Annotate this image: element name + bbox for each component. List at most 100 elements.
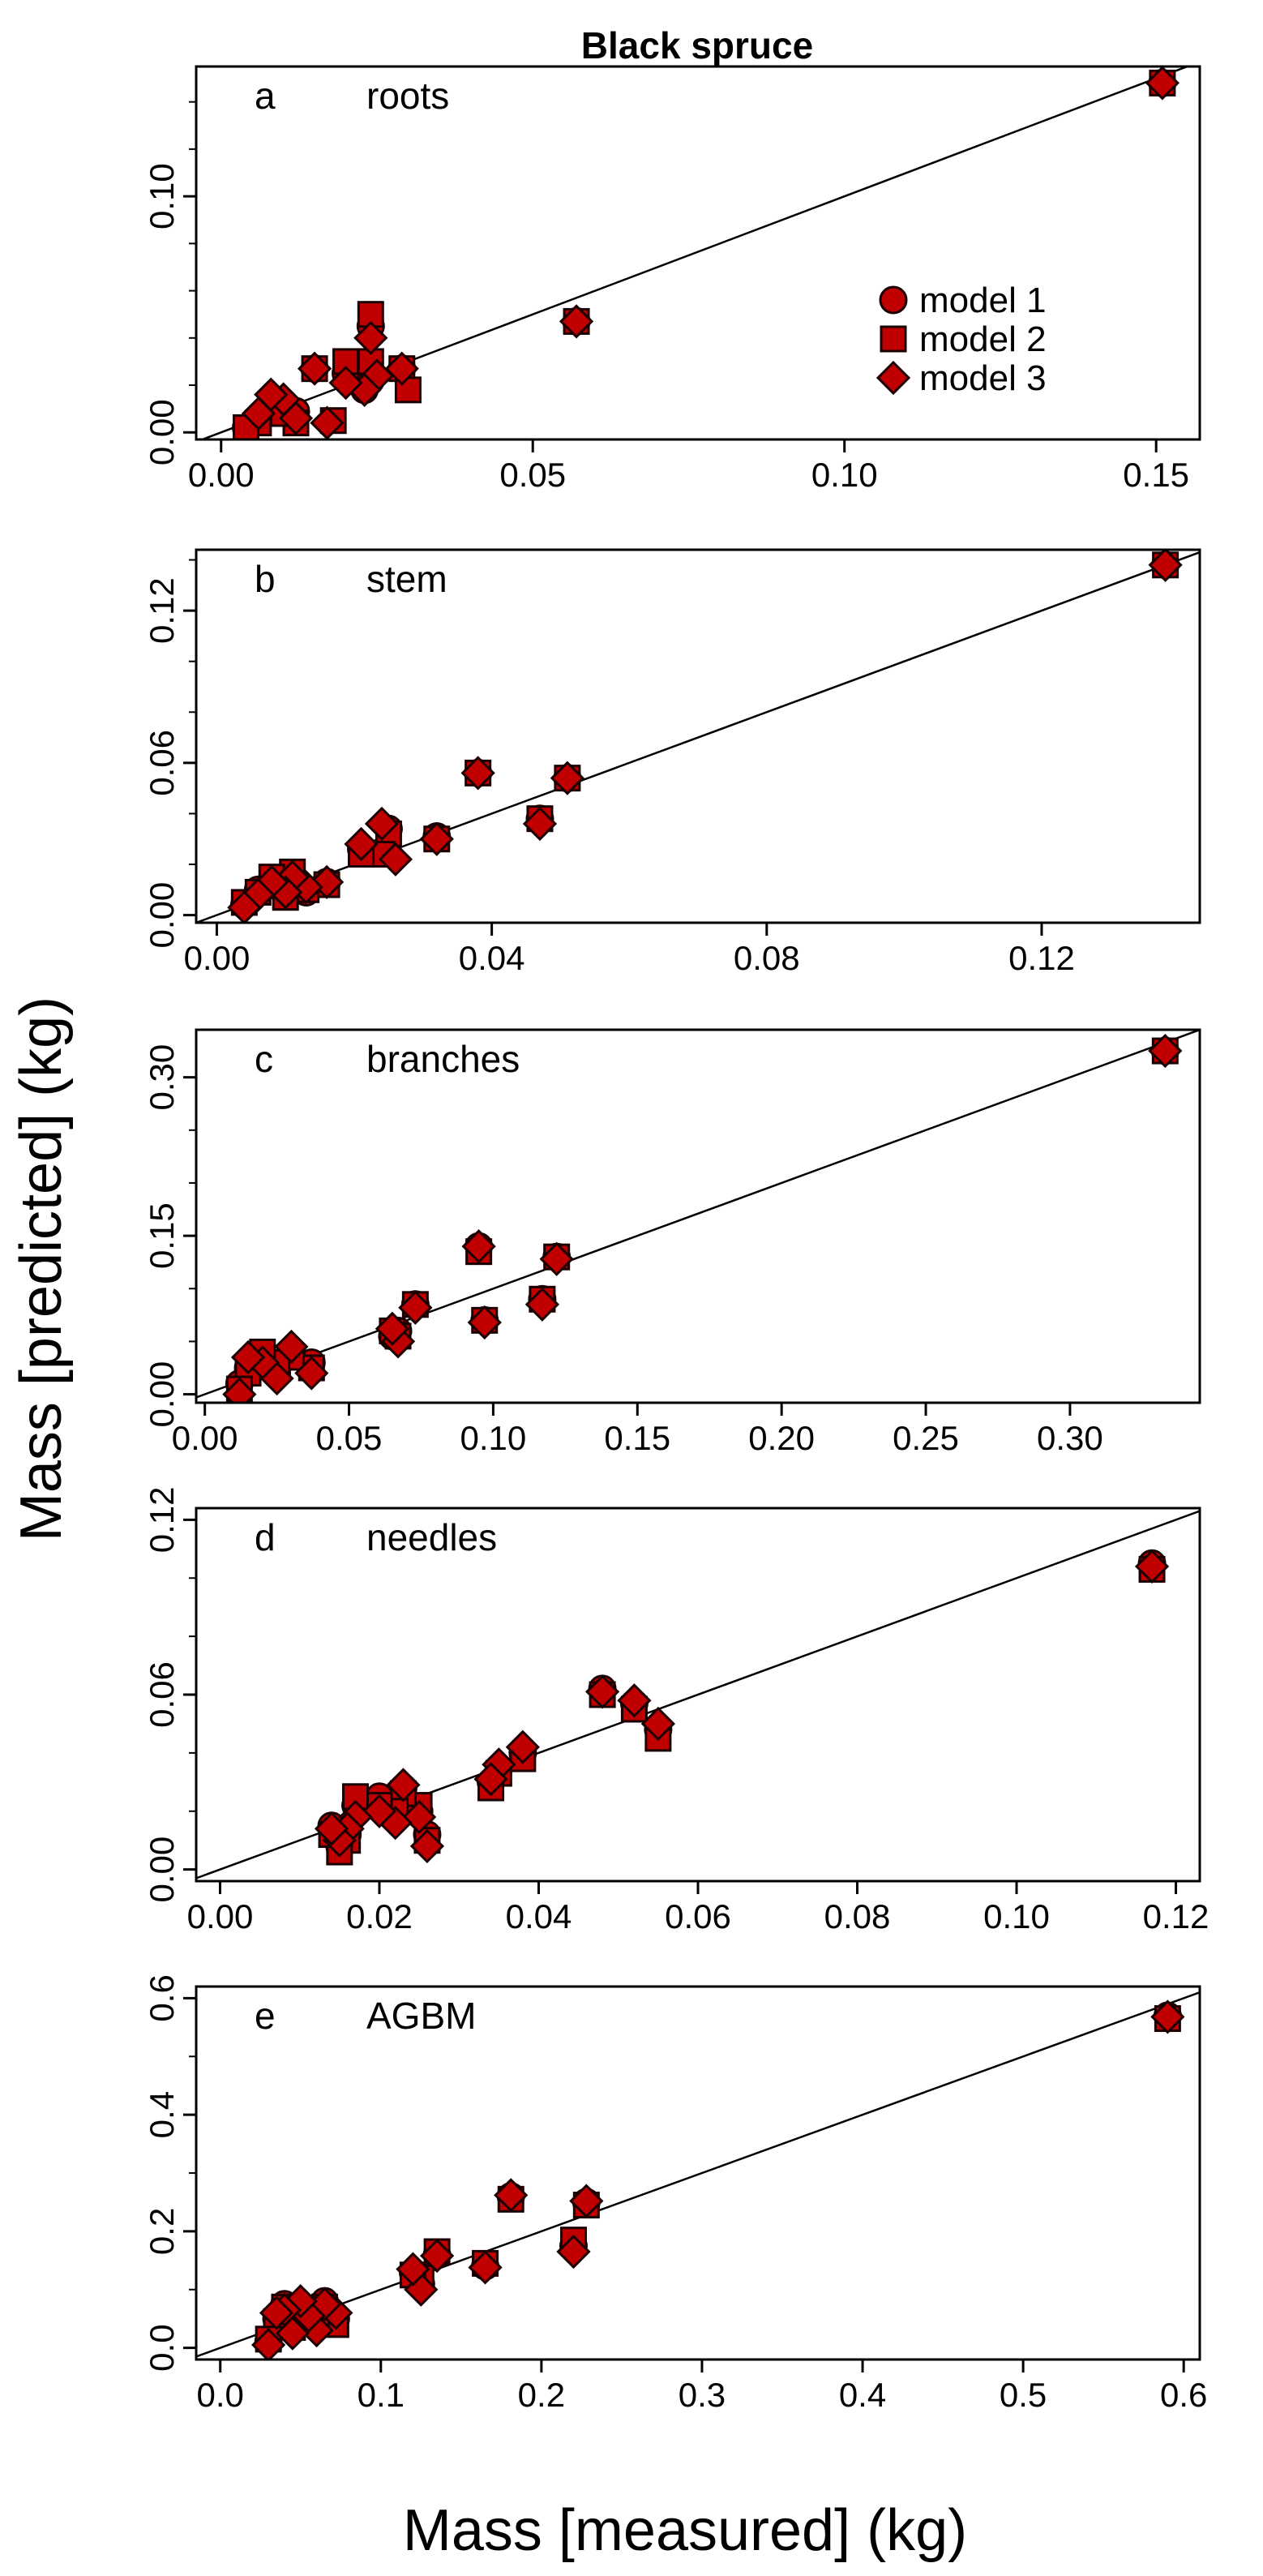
data-point-diamond: [419, 821, 454, 856]
data-point-diamond: [384, 351, 419, 386]
x-tick-label: 0.05: [316, 1419, 383, 1457]
y-tick-label: 0.4: [143, 2091, 181, 2138]
x-tick-label: 0.00: [172, 1419, 238, 1457]
panel-letter: c: [255, 1038, 273, 1080]
data-point-diamond: [386, 1768, 421, 1802]
y-tick-label: 0.12: [143, 577, 181, 644]
data-point-diamond: [401, 1799, 437, 1835]
legend-label: model 3: [919, 358, 1047, 398]
data-point-diamond: [1134, 1549, 1170, 1584]
x-tick-label: 0.0: [197, 2376, 244, 2414]
plot-frame: [195, 1028, 1201, 1404]
data-point-diamond: [505, 1729, 540, 1764]
data-point-diamond: [409, 1828, 445, 1863]
data-point-diamond: [294, 1356, 329, 1391]
plot-frame: [195, 548, 1201, 924]
y-tick-label: 0.2: [143, 2208, 181, 2255]
data-point-diamond: [375, 1311, 410, 1346]
y-tick-label: 0.00: [143, 1361, 181, 1428]
data-point-diamond: [467, 1305, 502, 1340]
panel-letter: a: [255, 75, 276, 117]
data-point-diamond: [569, 2184, 604, 2218]
x-tick-label: 0.5: [1000, 2376, 1047, 2414]
data-point-diamond: [353, 320, 388, 355]
data-point-diamond: [396, 2252, 430, 2287]
y-axis-title: Mass [predicted] (kg): [9, 997, 74, 1541]
legend-label: model 1: [919, 281, 1047, 320]
x-tick-label: 0.10: [811, 456, 878, 494]
data-point-diamond: [617, 1683, 652, 1718]
x-tick-label: 0.02: [346, 1897, 413, 1935]
x-axis-title: Mass [measured] (kg): [403, 2498, 967, 2563]
y-tick-label: 0.06: [143, 730, 181, 796]
data-point-diamond: [378, 842, 413, 877]
x-tick-label: 0.10: [460, 1419, 527, 1457]
data-point-diamond: [344, 826, 379, 862]
x-tick-label: 0.04: [459, 939, 525, 977]
data-point-diamond: [274, 1329, 309, 1365]
panel-label: needles: [366, 1516, 497, 1558]
markers-group: [251, 2000, 1185, 2360]
data-point-diamond: [222, 1377, 257, 1403]
data-point-diamond: [251, 2327, 286, 2360]
legend-marker-circle: [879, 285, 908, 315]
data-point-diamond: [522, 806, 558, 842]
panel-d: 0.00 0.02 0.04 0.06 0.08 0.10 0.12 0.00 0.06 0.12…: [143, 1487, 1209, 1936]
x-tick-label: 0.12: [1143, 1897, 1209, 1935]
panel-label: roots: [366, 75, 449, 117]
data-point-diamond: [227, 890, 262, 923]
data-point-diamond: [556, 2234, 591, 2270]
one-to-one-line: [196, 1030, 1200, 1399]
x-tick-label: 0.00: [188, 456, 255, 494]
data-point-diamond: [328, 366, 363, 401]
x-tick-label: 0.3: [679, 2376, 726, 2414]
panel-letter: e: [255, 1995, 276, 2037]
data-point-diamond: [398, 1290, 433, 1325]
x-tick-label: 0.10: [983, 1897, 1050, 1935]
panel-c: 0.00 0.05 0.10 0.15 0.20 0.25 0.30 0.00 0.15 0.30…: [143, 1028, 1201, 1457]
x-tick-label: 0.05: [499, 456, 566, 494]
data-point-diamond: [259, 2295, 294, 2330]
data-point-diamond: [1145, 66, 1180, 101]
markers-group: [222, 1033, 1183, 1403]
x-tick-label: 0.15: [604, 1419, 670, 1457]
data-point-diamond: [584, 1674, 620, 1709]
legend-marker-square: [880, 325, 907, 353]
x-tick-label: 0.1: [357, 2376, 405, 2414]
plot-frame: [195, 65, 1201, 441]
x-tick-label: 0.08: [824, 1897, 891, 1935]
data-point-diamond: [362, 1794, 397, 1828]
markers-group: [227, 550, 1183, 923]
panel-b: 0.00 0.04 0.08 0.12 0.00 0.06 0.12 b stem: [143, 548, 1201, 977]
data-point-diamond: [241, 396, 276, 431]
x-tick-label: 0.2: [518, 2376, 565, 2414]
y-tick-label: 0.0: [143, 2324, 181, 2371]
x-tick-label: 0.00: [184, 939, 250, 977]
y-tick-label: 0.00: [143, 1837, 181, 1903]
one-to-one-line: [196, 1991, 1200, 2358]
data-point-diamond: [364, 806, 400, 842]
markers-group: [314, 1549, 1170, 1866]
panel-letter: d: [255, 1516, 276, 1558]
data-point-diamond: [473, 1762, 508, 1797]
x-tick-label: 0.4: [839, 2376, 886, 2414]
legend-marker-diamond: [876, 360, 911, 396]
x-tick-label: 0.6: [1160, 2376, 1207, 2414]
markers-group: [232, 66, 1180, 439]
panel-label: AGBM: [366, 1995, 476, 2037]
y-tick-label: 0.00: [143, 882, 181, 949]
y-tick-label: 0.06: [143, 1661, 181, 1728]
x-tick-label: 0.08: [734, 939, 800, 977]
panel-letter: b: [255, 558, 276, 600]
y-tick-label: 0.12: [143, 1487, 181, 1554]
data-point-diamond: [1148, 1033, 1183, 1069]
data-point-diamond: [314, 1811, 349, 1846]
data-point-diamond: [524, 1287, 560, 1322]
data-point-diamond: [1148, 550, 1183, 582]
data-point-diamond: [230, 1339, 266, 1375]
